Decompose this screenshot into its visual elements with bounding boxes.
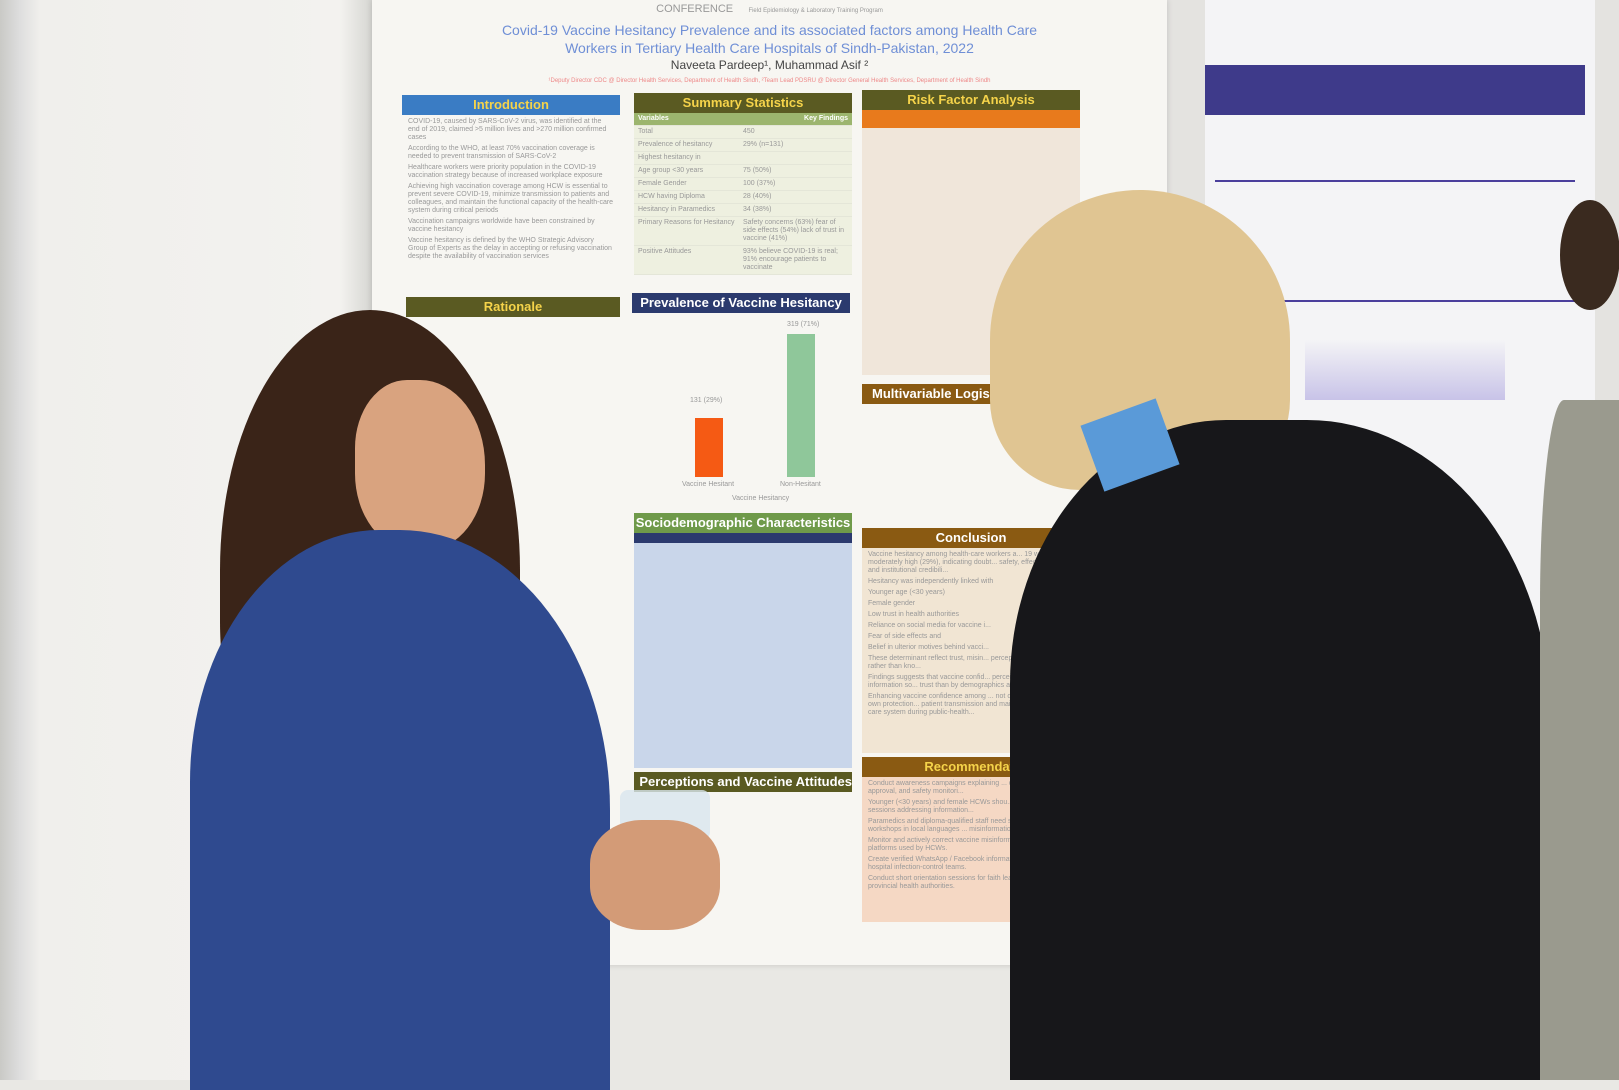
finding-cell: 34 (38%) xyxy=(743,206,772,213)
finding-cell: 28 (40%) xyxy=(743,193,772,200)
poster-logos: CONFERENCE Field Epidemiology & Laborato… xyxy=(656,3,883,15)
summary-statistics-section: Summary Statistics Variables Key Findings… xyxy=(634,93,852,275)
bullet-item: Belief in ulterior motives behind vacci.… xyxy=(868,644,989,651)
bullet-item: Vaccine hesitancy among health-care work… xyxy=(868,551,1064,574)
bar-category-label: Vaccine Hesitant xyxy=(682,481,735,488)
bar-value-label: 319 (71%) xyxy=(787,321,820,328)
table-row: Hesitancy in Paramedics 34 (38%) xyxy=(634,204,852,217)
poster-authors: Naveeta Pardeep¹, Muhammad Asif ² xyxy=(670,58,869,72)
table-row: Primary Reasons for Hesitancy Safety conc… xyxy=(634,217,852,246)
background-person xyxy=(1540,200,1619,1080)
table-row: Female Gender 100 (37%) xyxy=(634,178,852,191)
x-axis-label: Vaccine Hesitancy xyxy=(732,495,790,502)
poster-affiliations: ¹Deputy Director CDC @ Director Health S… xyxy=(548,78,991,84)
finding-cell: 450 xyxy=(743,128,755,135)
variable-cell: Positive Attitudes xyxy=(638,248,692,255)
variable-cell: Total xyxy=(638,128,653,135)
table-row: Positive Attitudes 93% believe COVID-19 i… xyxy=(634,246,852,275)
sociodemographic-section: Sociodemographic Characteristics xyxy=(634,513,852,768)
perceptions-section: Perceptions and Vaccine Attitudes xyxy=(634,772,852,917)
woman-presenter xyxy=(190,300,750,1090)
table-row: Age group <30 years 75 (50%) xyxy=(634,165,852,178)
bullet-item: Hesitancy was independently linked with xyxy=(868,578,994,585)
bullet-item: Monitor and actively correct vaccine mis… xyxy=(868,837,1068,852)
bullet-item: Vaccine hesitancy is defined by the WHO … xyxy=(408,237,612,260)
finding-cell: 75 (50%) xyxy=(743,167,772,174)
poster-title: Covid-19 Vaccine Hesitancy Prevalence an… xyxy=(501,22,1038,56)
variable-cell: Highest hesitancy in xyxy=(638,154,701,161)
finding-cell: 100 (37%) xyxy=(743,180,776,187)
table-row: Highest hesitancy in xyxy=(634,152,852,165)
table-row: Total 450 xyxy=(634,126,852,139)
variable-cell: Prevalence of hesitancy xyxy=(638,141,713,148)
bullet-item: Healthcare workers were priority populat… xyxy=(408,164,603,179)
bullet-item: Vaccination campaigns worldwide have bee… xyxy=(408,218,595,233)
bullet-item: Fear of side effects and xyxy=(868,633,942,640)
finding-cell: 93% believe COVID-19 is real; 91% encour… xyxy=(743,248,838,271)
finding-cell: Safety concerns (63%) fear of side effec… xyxy=(743,219,845,242)
prevalence-chart: Prevalence of Vaccine Hesitancy 131 (29%… xyxy=(632,293,850,503)
bar-value-label: 131 (29%) xyxy=(690,397,723,404)
table-row: HCW having Diploma 28 (40%) xyxy=(634,191,852,204)
rationale-section: Rationale xyxy=(406,297,620,317)
bar-vaccine-hesitant xyxy=(695,418,723,477)
variable-cell: Primary Reasons for Hesitancy xyxy=(638,219,735,226)
bullet-item: Conduct awareness campaigns explaining .… xyxy=(868,780,1051,795)
bullet-item: Younger (<30 years) and female HCWs shou… xyxy=(868,799,1051,814)
variable-cell: HCW having Diploma xyxy=(638,193,705,200)
finding-cell: 29% (n=131) xyxy=(743,141,784,148)
variable-cell: Female Gender xyxy=(638,180,687,187)
bullet-item: Younger age (<30 years) xyxy=(868,589,945,596)
bullet-item: Low trust in health authorities xyxy=(868,611,960,618)
bullet-item: COVID-19, caused by SARS-CoV-2 virus, wa… xyxy=(408,118,607,141)
blonde-visitor xyxy=(990,190,1550,1080)
bullet-item: Enhancing vaccine confidence among ... n… xyxy=(868,693,1068,716)
bullet-item: Conduct short orientation sessions for f… xyxy=(868,875,1074,890)
bullet-item: Female gender xyxy=(868,600,916,607)
bullet-item: These determinant reflect trust, misin..… xyxy=(868,655,1058,670)
bullet-item: Achieving high vaccination coverage amon… xyxy=(408,183,614,214)
bullet-item: Paramedics and diploma-qualified staff n… xyxy=(868,818,1068,833)
bullet-item: According to the WHO, at least 70% vacci… xyxy=(408,145,595,160)
variable-cell: Hesitancy in Paramedics xyxy=(638,206,716,213)
finding-cell xyxy=(743,154,848,162)
bullet-item: Reliance on social media for vaccine i..… xyxy=(868,622,991,629)
bar-non-hesitant xyxy=(787,334,815,477)
bullet-item: Create verified WhatsApp / Facebook info… xyxy=(868,856,1058,871)
table-row: Prevalence of hesitancy 29% (n=131) xyxy=(634,139,852,152)
bullet-item: Findings suggests that vaccine confid...… xyxy=(868,674,1062,689)
variable-cell: Age group <30 years xyxy=(638,167,704,174)
introduction-section: Introduction COVID-19, caused by SARS-Co… xyxy=(402,95,620,264)
bar-category-label: Non-Hesitant xyxy=(780,481,821,488)
